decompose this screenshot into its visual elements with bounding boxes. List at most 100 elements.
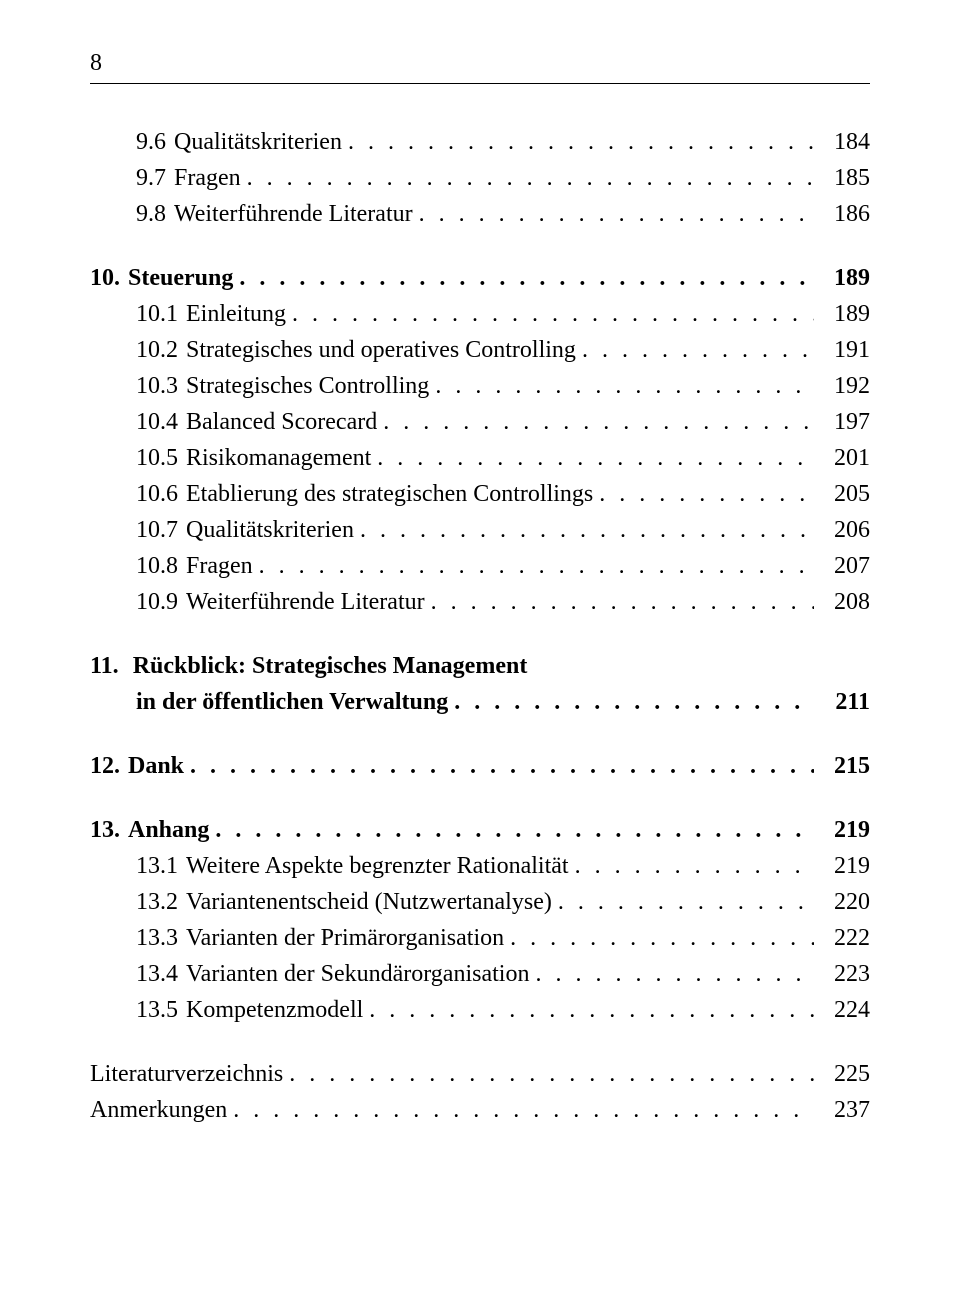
toc-entry-title: Varianten der Sekundärorganisation [186, 956, 529, 992]
toc-dots: . . . . . . . . . . . . . . . . . . . . … [215, 812, 814, 848]
toc-entry-page: 237 [820, 1092, 870, 1128]
toc-entry-page: 205 [820, 476, 870, 512]
toc-dots: . . . . . . . . . . . . . . . . . . . . … [289, 1056, 814, 1092]
toc-entry-number: 13.2 [136, 884, 178, 920]
toc-section: 11. Rückblick: Strategisches Managementi… [90, 648, 870, 720]
toc-dots: . . . . . . . . . . . . . . . . . . . . … [259, 548, 814, 584]
toc-entry-multiline: 11. Rückblick: Strategisches Managementi… [90, 648, 870, 720]
toc-entry-title: Variantenentscheid (Nutzwertanalyse) [186, 884, 552, 920]
toc-entry: 10.5Risikomanagement. . . . . . . . . . … [90, 440, 870, 476]
toc-entry-page: 223 [820, 956, 870, 992]
toc-entry-page: 211 [820, 684, 870, 720]
toc-section: 9.6Qualitätskriterien. . . . . . . . . .… [90, 124, 870, 232]
toc-dots: . . . . . . . . . . . . . . . . . . . . … [582, 332, 814, 368]
toc-dots: . . . . . . . . . . . . . . . . . . . . … [575, 848, 814, 884]
toc-entry-number: 10.5 [136, 440, 178, 476]
toc-entry: 9.7 Fragen. . . . . . . . . . . . . . . .… [90, 160, 870, 196]
toc-container: 9.6Qualitätskriterien. . . . . . . . . .… [90, 124, 870, 1128]
toc-dots: . . . . . . . . . . . . . . . . . . . . … [454, 684, 814, 720]
toc-entry: 10.4Balanced Scorecard. . . . . . . . . … [90, 404, 870, 440]
toc-entry-title: Strategisches Controlling [186, 368, 429, 404]
toc-entry-number: 10.4 [136, 404, 178, 440]
toc-entry-page: 186 [820, 196, 870, 232]
toc-entry: 10.2Strategisches und operatives Control… [90, 332, 870, 368]
toc-entry-number: 10.7 [136, 512, 178, 548]
toc-entry-number: 10.3 [136, 368, 178, 404]
toc-entry-title: Weiterführende Literatur [186, 584, 425, 620]
toc-entry-page: 225 [820, 1056, 870, 1092]
toc-dots: . . . . . . . . . . . . . . . . . . . . … [239, 260, 814, 296]
toc-entry-number: 13.1 [136, 848, 178, 884]
toc-entry: 10.8Fragen. . . . . . . . . . . . . . . … [90, 548, 870, 584]
toc-section: 10.Steuerung. . . . . . . . . . . . . . … [90, 260, 870, 620]
toc-entry-page: 206 [820, 512, 870, 548]
toc-entry-number: 10.9 [136, 584, 178, 620]
toc-entry-number: 10. [90, 260, 120, 296]
toc-entry: 10.Steuerung. . . . . . . . . . . . . . … [90, 260, 870, 296]
toc-entry: 10.6Etablierung des strategischen Contro… [90, 476, 870, 512]
toc-entry-title: Fragen [174, 160, 241, 196]
toc-entry-line1: 11. Rückblick: Strategisches Management [90, 648, 870, 684]
toc-entry-title: Qualitätskriterien [174, 124, 342, 160]
toc-entry-page: 224 [820, 992, 870, 1028]
toc-entry: 12.Dank. . . . . . . . . . . . . . . . .… [90, 748, 870, 784]
toc-entry: 13.2Variantenentscheid (Nutzwertanalyse)… [90, 884, 870, 920]
toc-dots: . . . . . . . . . . . . . . . . . . . . … [599, 476, 814, 512]
toc-entry: 13.1Weitere Aspekte begrenzter Rationali… [90, 848, 870, 884]
toc-entry-title: Anhang [128, 812, 209, 848]
toc-dots: . . . . . . . . . . . . . . . . . . . . … [233, 1092, 814, 1128]
toc-entry-title: Dank [128, 748, 184, 784]
toc-entry-page: 185 [820, 160, 870, 196]
toc-section: 12.Dank. . . . . . . . . . . . . . . . .… [90, 748, 870, 784]
toc-entry-page: 215 [820, 748, 870, 784]
toc-entry: Anmerkungen. . . . . . . . . . . . . . .… [90, 1092, 870, 1128]
toc-entry-title: Weitere Aspekte begrenzter Rationalität [186, 848, 569, 884]
toc-section: Literaturverzeichnis. . . . . . . . . . … [90, 1056, 870, 1128]
toc-entry-title: Literaturverzeichnis [90, 1056, 283, 1092]
toc-entry-page: 184 [820, 124, 870, 160]
toc-section: 13.Anhang. . . . . . . . . . . . . . . .… [90, 812, 870, 1028]
toc-entry-number: 13. [90, 812, 120, 848]
toc-entry-page: 197 [820, 404, 870, 440]
toc-dots: . . . . . . . . . . . . . . . . . . . . … [247, 160, 814, 196]
toc-entry-page: 192 [820, 368, 870, 404]
toc-entry-title: Anmerkungen [90, 1092, 227, 1128]
toc-entry-page: 189 [820, 296, 870, 332]
toc-entry-number: 10.1 [136, 296, 178, 332]
toc-dots: . . . . . . . . . . . . . . . . . . . . … [348, 124, 814, 160]
toc-entry-title: Balanced Scorecard [186, 404, 377, 440]
toc-entry-page: 219 [820, 848, 870, 884]
toc-entry-line2: in der öffentlichen Verwaltung. . . . . … [90, 684, 870, 720]
toc-entry-number: 10.6 [136, 476, 178, 512]
toc-entry-number: 9.7 [136, 160, 166, 196]
toc-entry-number: 11. [90, 653, 119, 679]
toc-entry-title: Strategisches und operatives Controlling [186, 332, 576, 368]
toc-entry: 10.9Weiterführende Literatur. . . . . . … [90, 584, 870, 620]
toc-entry: 13.4Varianten der Sekundärorganisation. … [90, 956, 870, 992]
toc-entry-page: 220 [820, 884, 870, 920]
toc-entry-title: Risikomanagement [186, 440, 371, 476]
toc-entry-page: 222 [820, 920, 870, 956]
toc-entry-title: in der öffentlichen Verwaltung [136, 684, 448, 720]
toc-entry-title: Weiterführende Literatur [174, 196, 413, 232]
toc-dots: . . . . . . . . . . . . . . . . . . . . … [419, 196, 814, 232]
toc-entry: 10.7Qualitätskriterien. . . . . . . . . … [90, 512, 870, 548]
toc-entry: 10.3Strategisches Controlling. . . . . .… [90, 368, 870, 404]
toc-entry-number: 10.8 [136, 548, 178, 584]
toc-entry-title: Etablierung des strategischen Controllin… [186, 476, 593, 512]
toc-dots: . . . . . . . . . . . . . . . . . . . . … [435, 368, 814, 404]
toc-entry: 13.5Kompetenzmodell. . . . . . . . . . .… [90, 992, 870, 1028]
toc-dots: . . . . . . . . . . . . . . . . . . . . … [431, 584, 814, 620]
toc-dots: . . . . . . . . . . . . . . . . . . . . … [377, 440, 814, 476]
toc-entry-page: 208 [820, 584, 870, 620]
toc-entry-title: Kompetenzmodell [186, 992, 363, 1028]
toc-dots: . . . . . . . . . . . . . . . . . . . . … [360, 512, 814, 548]
toc-entry-page: 189 [820, 260, 870, 296]
toc-entry: 9.8Weiterführende Literatur. . . . . . .… [90, 196, 870, 232]
toc-dots: . . . . . . . . . . . . . . . . . . . . … [535, 956, 814, 992]
toc-entry-title: Qualitätskriterien [186, 512, 354, 548]
toc-entry-title: Rückblick: Strategisches Management [127, 653, 528, 679]
toc-entry-number: 10.2 [136, 332, 178, 368]
toc-entry-title: Einleitung [186, 296, 286, 332]
toc-entry-number: 12. [90, 748, 120, 784]
